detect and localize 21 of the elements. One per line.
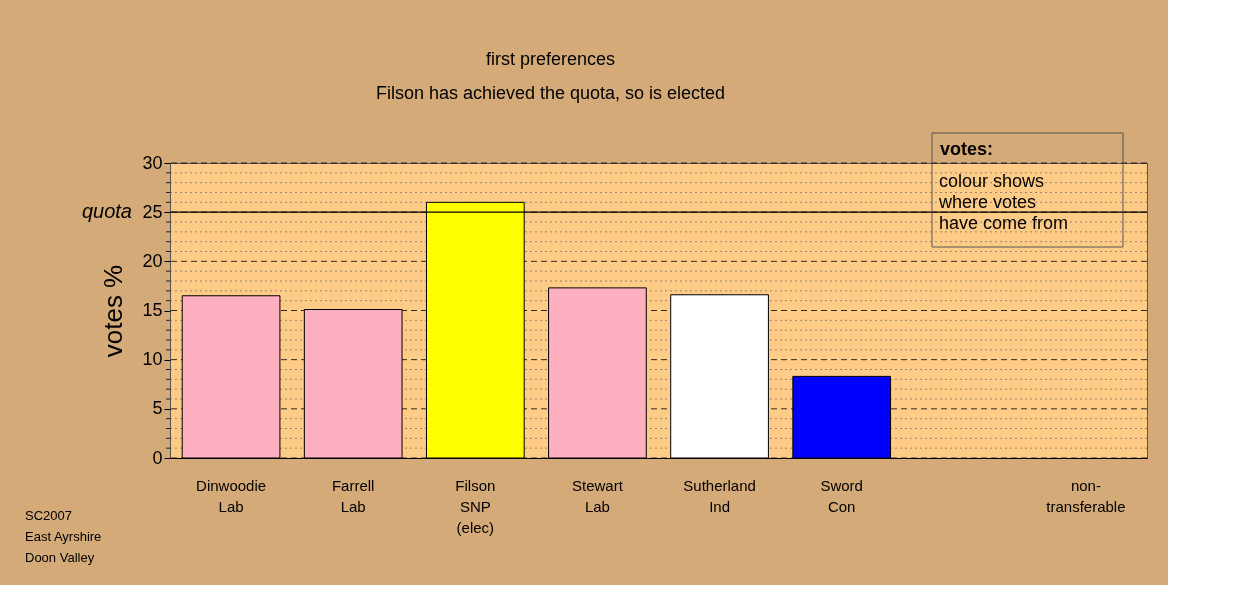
x-tick-label: Sutherland Ind: [683, 476, 756, 515]
x-tick-label: Sword Con: [820, 476, 863, 515]
y-tick-label: 10: [142, 349, 163, 370]
chart-title: first preferences: [485, 48, 616, 69]
y-tick-label: 25: [142, 201, 163, 222]
text: SC2007 East Ayrshire Doon Valley: [25, 508, 102, 565]
x-tick-label: Dinwoodie Lab: [196, 476, 267, 515]
x-tick-label: non- transferable: [1046, 476, 1126, 515]
chart-subtitle: Filson has achieved the quota, so is elected: [375, 82, 726, 103]
text: votes:: [940, 139, 994, 159]
x-tick-label: Stewart Lab: [572, 476, 624, 515]
x-tick-label: Filson SNP (elec): [455, 476, 496, 536]
ref-line-label: quota: [81, 200, 132, 223]
annotation: colour shows where votes have come from: [938, 171, 1069, 233]
x-tick-label: Farrell Lab: [331, 476, 375, 515]
y-tick-label: 30: [142, 152, 163, 173]
y-tick-label: 15: [142, 300, 163, 320]
y-tick-label: 5: [152, 398, 163, 419]
y-axis-title: votes %: [98, 264, 129, 358]
y-tick-label: 0: [152, 447, 163, 468]
y-tick-label: 20: [142, 250, 163, 271]
